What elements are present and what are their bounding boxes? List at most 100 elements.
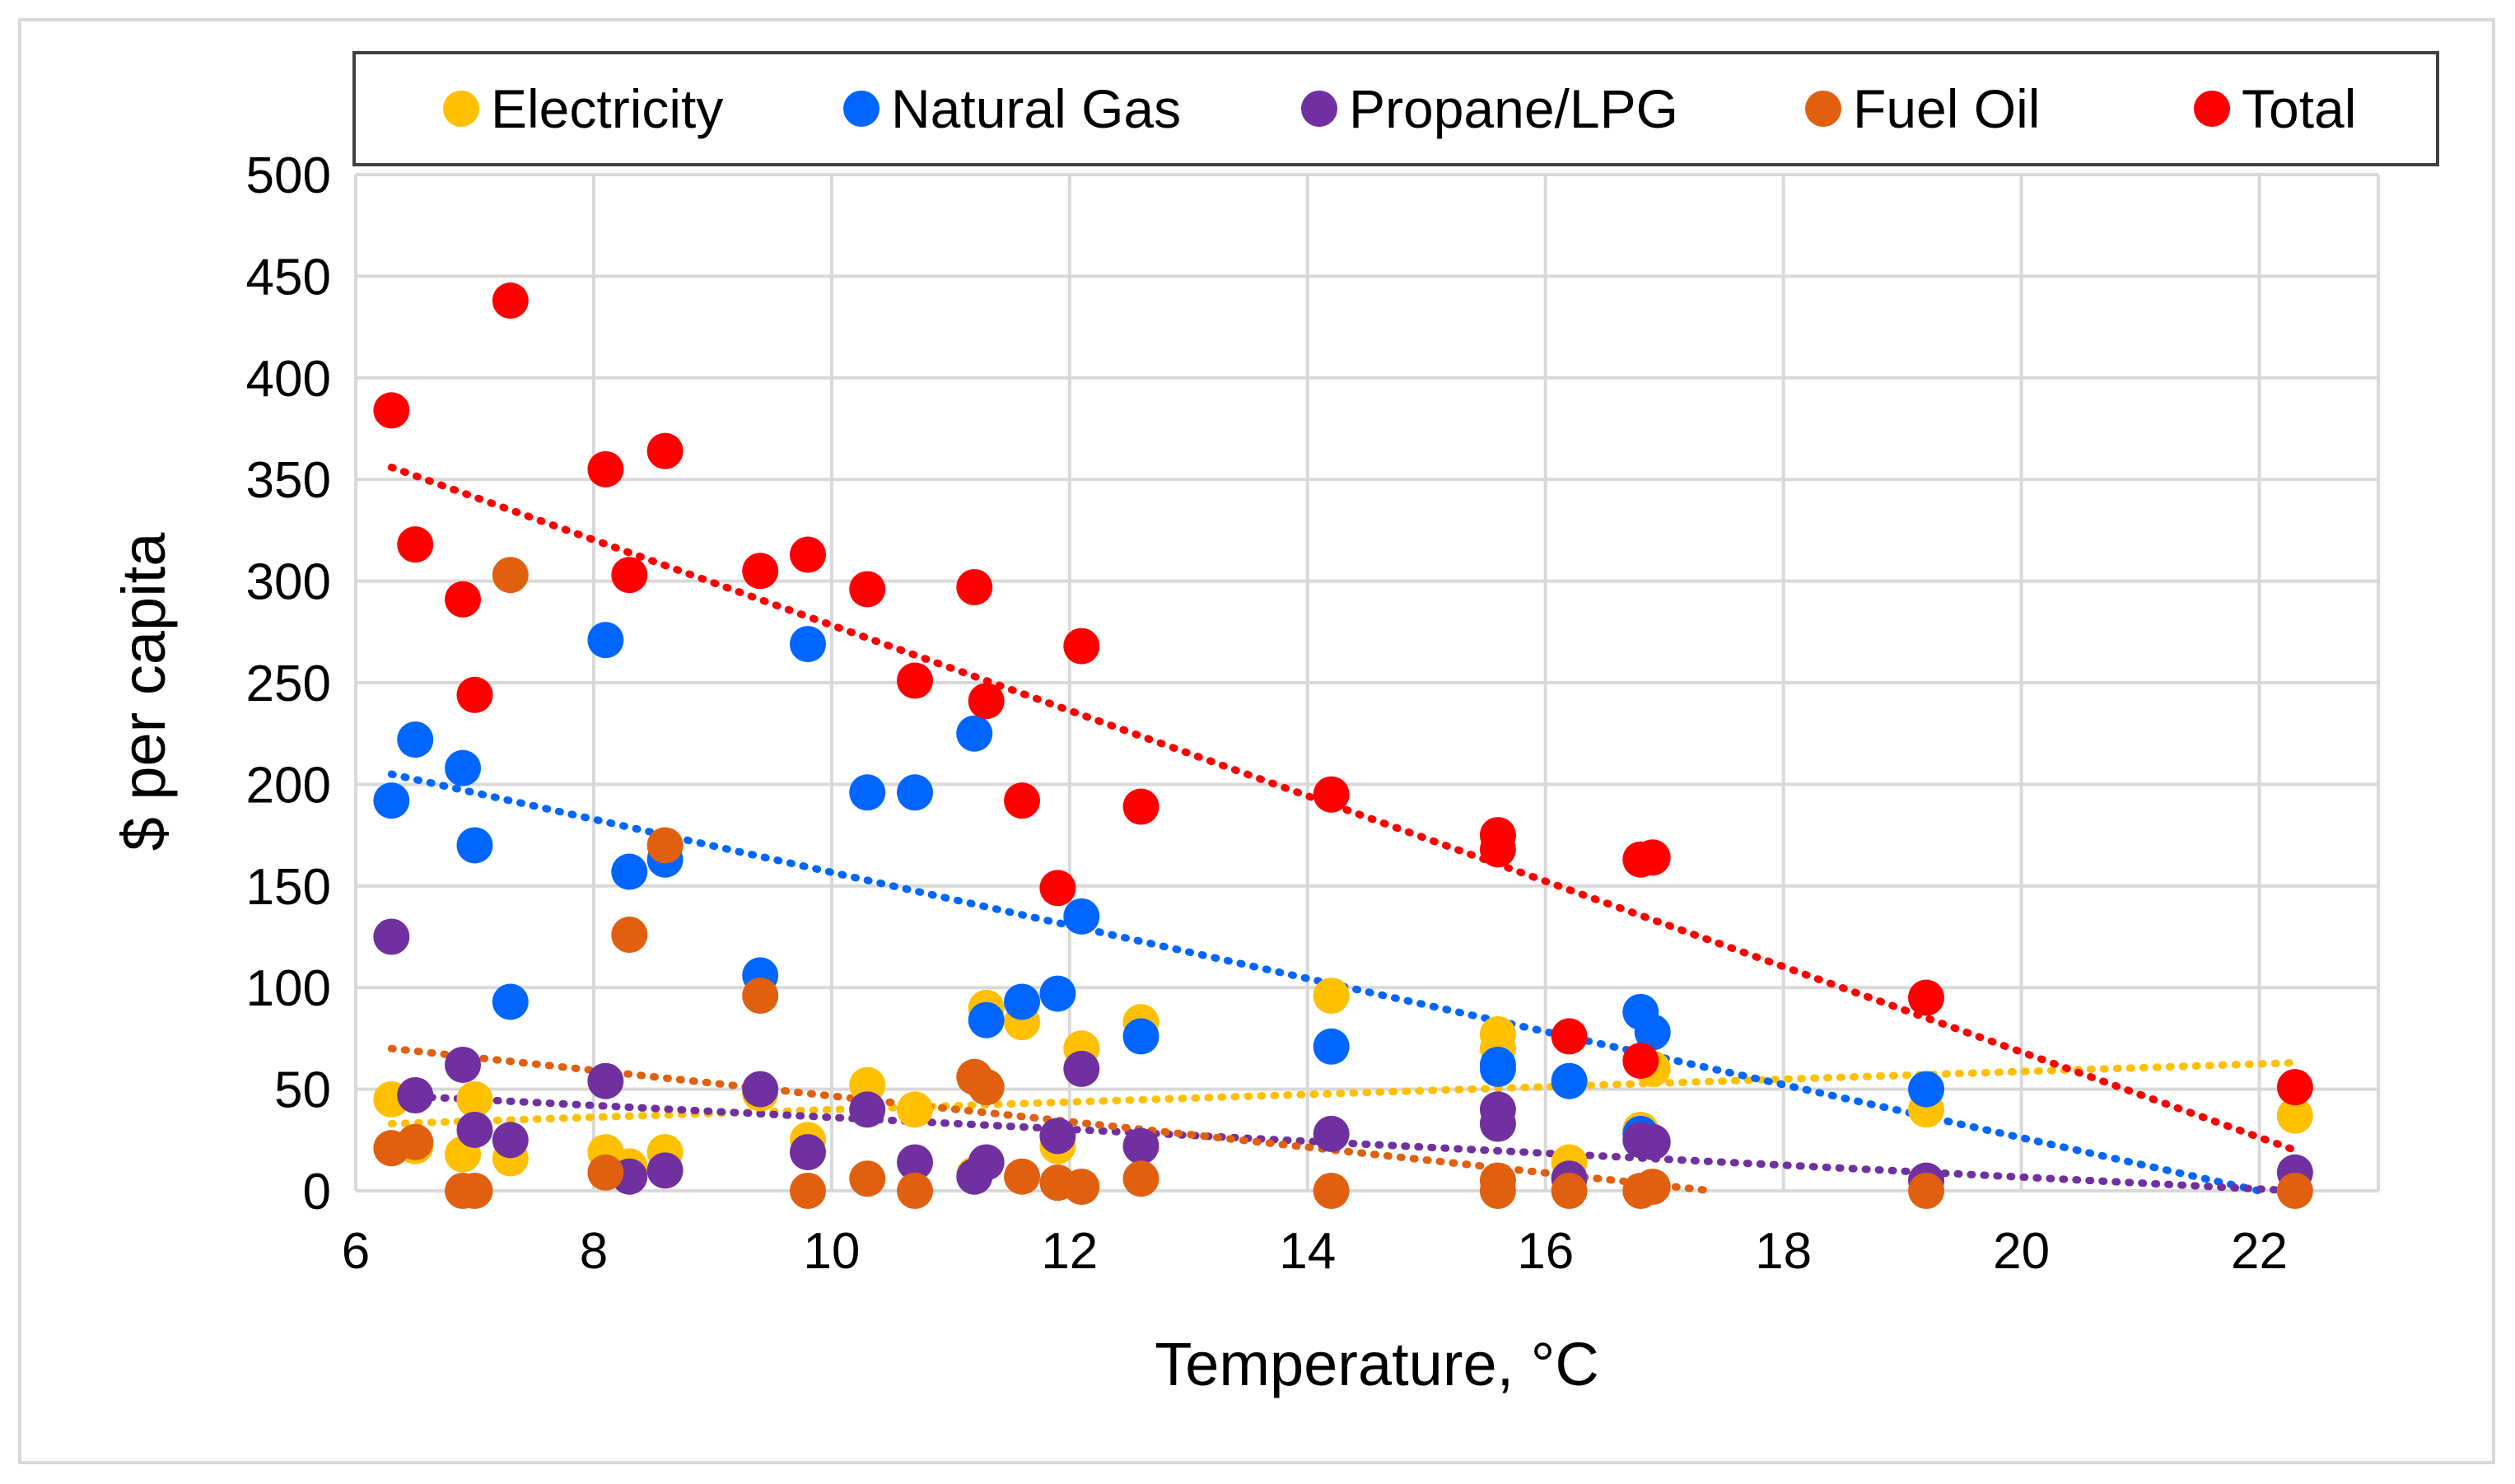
y-tick-label: 350 bbox=[246, 452, 331, 509]
point-fuel-oil bbox=[897, 1173, 934, 1209]
point-total bbox=[1122, 788, 1160, 825]
point-electricity bbox=[897, 1091, 934, 1128]
y-tick-label: 450 bbox=[246, 249, 331, 306]
chart-frame bbox=[18, 18, 2495, 1464]
point-total bbox=[1004, 782, 1041, 819]
point-natural-gas bbox=[1908, 1071, 1945, 1108]
point-electricity bbox=[456, 1080, 493, 1118]
point-propane-lpg bbox=[1313, 1115, 1350, 1152]
y-tick-label: 300 bbox=[246, 554, 331, 611]
point-propane-lpg bbox=[742, 1071, 779, 1108]
x-tick-label: 20 bbox=[1993, 1223, 2050, 1280]
point-natural-gas bbox=[397, 721, 434, 758]
point-total bbox=[956, 569, 993, 606]
point-natural-gas bbox=[1063, 898, 1100, 935]
point-natural-gas bbox=[968, 1001, 1005, 1038]
point-total bbox=[742, 553, 779, 590]
point-propane-lpg bbox=[789, 1134, 826, 1171]
point-total bbox=[1063, 628, 1100, 665]
x-tick-label: 8 bbox=[580, 1223, 608, 1280]
point-propane-lpg bbox=[968, 1144, 1005, 1181]
trendline-total bbox=[387, 463, 2299, 1155]
point-fuel-oil bbox=[1063, 1169, 1100, 1206]
y-tick-label: 250 bbox=[246, 656, 331, 712]
point-total bbox=[1551, 1018, 1588, 1055]
point-total bbox=[456, 676, 493, 713]
point-fuel-oil bbox=[646, 827, 684, 864]
legend-label-fuel-oil: Fuel Oil bbox=[1853, 78, 2040, 139]
point-propane-lpg bbox=[445, 1046, 482, 1083]
point-electricity bbox=[2276, 1097, 2313, 1134]
point-total bbox=[611, 557, 648, 594]
point-propane-lpg bbox=[646, 1152, 684, 1189]
x-axis-title: Temperature, °C bbox=[1155, 1330, 1599, 1398]
legend-label-natural-gas: Natural Gas bbox=[891, 78, 1181, 139]
point-fuel-oil bbox=[1122, 1160, 1160, 1197]
point-propane-lpg bbox=[1063, 1050, 1100, 1087]
point-fuel-oil bbox=[742, 978, 779, 1015]
legend-marker-propane-lpg bbox=[1301, 91, 1337, 127]
point-fuel-oil bbox=[1908, 1173, 1945, 1209]
point-total bbox=[849, 571, 886, 608]
data-points bbox=[373, 282, 2313, 1209]
point-natural-gas bbox=[611, 853, 648, 890]
point-total bbox=[1634, 839, 1671, 876]
point-total bbox=[1479, 831, 1516, 868]
trendlines bbox=[387, 463, 2299, 1195]
point-fuel-oil bbox=[849, 1160, 886, 1197]
point-fuel-oil bbox=[1479, 1173, 1516, 1209]
point-propane-lpg bbox=[897, 1144, 934, 1181]
y-axis-title: $ per capita bbox=[110, 532, 178, 852]
x-tick-label: 16 bbox=[1517, 1223, 1574, 1280]
point-propane-lpg bbox=[1122, 1127, 1160, 1164]
point-total bbox=[1313, 776, 1350, 813]
point-natural-gas bbox=[1122, 1018, 1160, 1055]
point-propane-lpg bbox=[1039, 1118, 1076, 1155]
y-tick-label: 150 bbox=[246, 859, 331, 916]
point-total bbox=[397, 526, 434, 563]
point-total bbox=[897, 662, 934, 699]
point-natural-gas bbox=[956, 715, 993, 752]
point-propane-lpg bbox=[587, 1062, 624, 1099]
point-fuel-oil bbox=[397, 1123, 434, 1160]
point-fuel-oil bbox=[968, 1069, 1005, 1106]
point-propane-lpg bbox=[456, 1111, 493, 1148]
point-fuel-oil bbox=[1551, 1173, 1588, 1209]
point-propane-lpg bbox=[849, 1091, 886, 1128]
x-tick-label: 6 bbox=[342, 1223, 370, 1280]
point-total bbox=[445, 581, 482, 618]
point-natural-gas bbox=[897, 774, 934, 811]
point-propane-lpg bbox=[373, 918, 410, 955]
point-fuel-oil bbox=[1634, 1169, 1671, 1206]
point-total bbox=[2276, 1069, 2313, 1106]
point-natural-gas bbox=[492, 983, 529, 1020]
x-tick-label: 18 bbox=[1755, 1223, 1812, 1280]
legend-marker-fuel-oil bbox=[1805, 91, 1841, 127]
point-electricity bbox=[1313, 978, 1350, 1015]
y-tick-label: 100 bbox=[246, 960, 331, 1017]
point-natural-gas bbox=[456, 827, 493, 864]
point-total bbox=[646, 432, 684, 469]
point-propane-lpg bbox=[1634, 1123, 1671, 1160]
point-fuel-oil bbox=[456, 1173, 493, 1209]
legend-label-electricity: Electricity bbox=[491, 78, 723, 139]
point-fuel-oil bbox=[1313, 1173, 1350, 1209]
point-natural-gas bbox=[373, 782, 410, 819]
point-total bbox=[968, 683, 1005, 720]
point-natural-gas bbox=[1313, 1028, 1350, 1065]
point-natural-gas bbox=[587, 622, 624, 659]
legend-label-propane-lpg: Propane/LPG bbox=[1349, 78, 1678, 139]
point-total bbox=[1039, 870, 1076, 907]
point-total bbox=[587, 450, 624, 488]
point-total bbox=[492, 282, 529, 320]
point-propane-lpg bbox=[1479, 1091, 1516, 1128]
trendline-natural-gas bbox=[387, 770, 2264, 1195]
trendline-electricity bbox=[387, 1059, 2299, 1128]
x-tick-label: 14 bbox=[1279, 1223, 1336, 1280]
point-propane-lpg bbox=[397, 1077, 434, 1114]
y-tick-label: 500 bbox=[246, 147, 331, 204]
point-natural-gas bbox=[789, 626, 826, 663]
y-tick-label: 200 bbox=[246, 757, 331, 814]
point-natural-gas bbox=[1004, 983, 1041, 1020]
